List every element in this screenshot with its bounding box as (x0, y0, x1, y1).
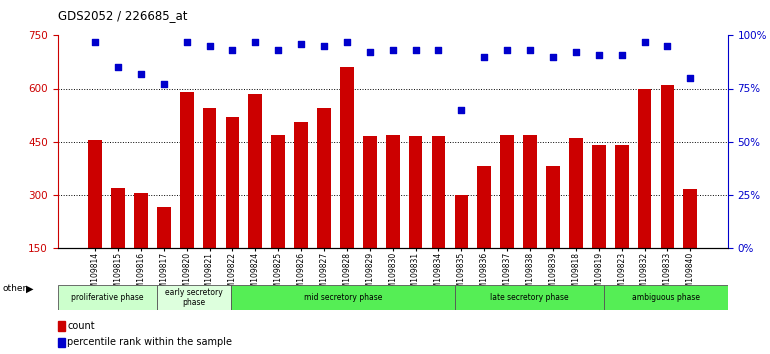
Bar (455, 285, 604, 310)
Bar (432, 136, 445, 301)
Bar (546, 166, 560, 301)
Text: late secretory phase: late secretory phase (490, 293, 568, 302)
Bar (340, 67, 353, 301)
Bar (134, 193, 148, 301)
Text: proliferative phase: proliferative phase (71, 293, 144, 302)
Bar (58, 285, 157, 310)
Text: ▶: ▶ (26, 284, 34, 293)
Point (112, 64, 124, 70)
Bar (232, 285, 455, 310)
Point (203, 43, 216, 49)
Point (455, 107, 467, 113)
Point (501, 47, 514, 53)
Point (410, 47, 422, 53)
Bar (684, 189, 697, 301)
Point (615, 52, 628, 57)
Point (341, 39, 353, 45)
Point (318, 43, 330, 49)
Bar (523, 135, 537, 301)
Text: early secretory
phase: early secretory phase (166, 288, 223, 307)
Bar (454, 195, 468, 301)
Point (272, 47, 284, 53)
Bar (409, 136, 423, 301)
Text: ambiguous phase: ambiguous phase (631, 293, 700, 302)
Bar (477, 166, 491, 301)
Bar (226, 117, 239, 301)
Point (432, 47, 444, 53)
Bar (294, 122, 308, 301)
Point (387, 47, 399, 53)
Text: GDS2052 / 226685_at: GDS2052 / 226685_at (58, 9, 187, 22)
Text: percentile rank within the sample: percentile rank within the sample (68, 337, 233, 348)
Text: mid secretory phase: mid secretory phase (304, 293, 382, 302)
Point (547, 54, 559, 59)
Point (180, 39, 192, 45)
Point (593, 52, 605, 57)
Point (570, 50, 582, 55)
Text: other: other (2, 284, 26, 293)
Bar (58, 338, 65, 347)
Point (249, 39, 262, 45)
Bar (638, 88, 651, 301)
Bar (500, 135, 514, 301)
Bar (249, 94, 263, 301)
Bar (363, 136, 377, 301)
Bar (58, 321, 65, 331)
Bar (317, 108, 331, 301)
Bar (661, 85, 675, 301)
Point (638, 39, 651, 45)
Point (226, 47, 239, 53)
Point (158, 81, 170, 87)
Point (661, 43, 674, 49)
Bar (179, 92, 193, 301)
Bar (203, 108, 216, 301)
Bar (157, 207, 171, 301)
Point (89, 39, 101, 45)
Point (524, 47, 536, 53)
Bar (271, 135, 285, 301)
Point (685, 75, 697, 81)
Bar (386, 135, 400, 301)
Bar (111, 188, 125, 301)
Bar (157, 285, 232, 310)
Bar (604, 285, 728, 310)
Point (478, 54, 490, 59)
Text: count: count (68, 321, 95, 331)
Bar (89, 140, 102, 301)
Point (363, 50, 376, 55)
Bar (614, 145, 628, 301)
Bar (569, 138, 583, 301)
Bar (592, 145, 606, 301)
Point (135, 71, 147, 76)
Point (295, 41, 307, 47)
